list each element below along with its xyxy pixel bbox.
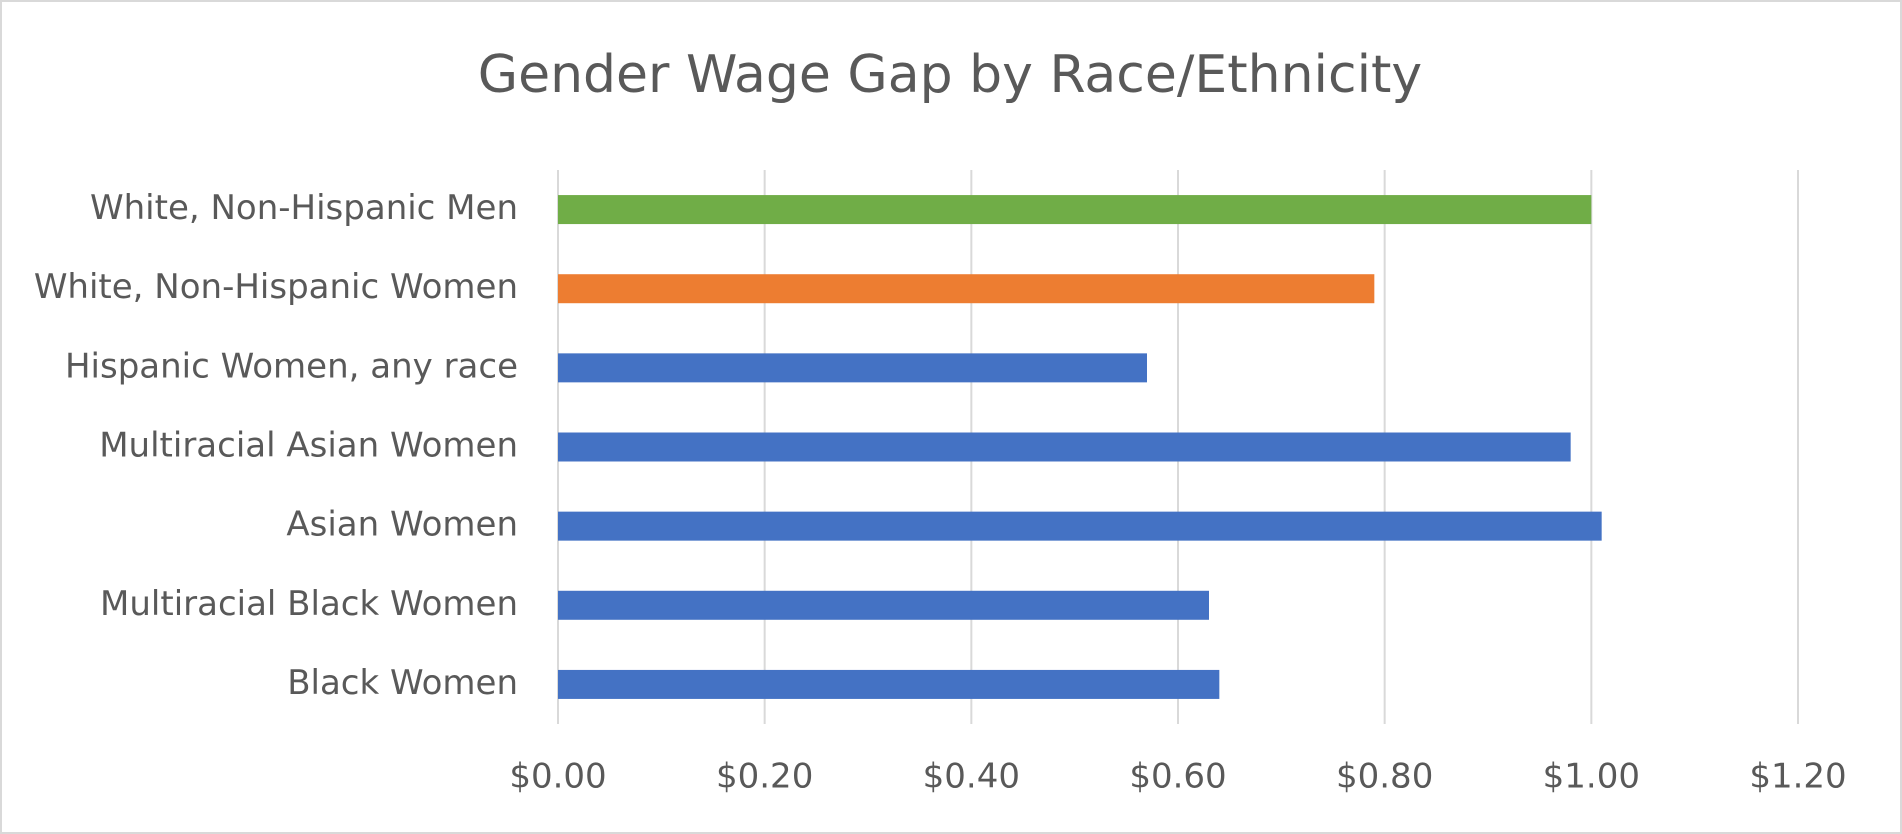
x-tick-label: $0.40: [923, 757, 1020, 797]
bar: [558, 511, 1602, 541]
y-tick-label: Asian Women: [286, 505, 518, 545]
y-tick-label: White, Non-Hispanic Men: [90, 188, 518, 228]
y-tick-label: Multiracial Black Women: [100, 584, 518, 624]
bar: [558, 432, 1571, 462]
bar: [558, 195, 1592, 225]
x-tick-label: $1.00: [1543, 757, 1640, 797]
x-tick-label: $0.20: [716, 757, 813, 797]
y-tick-label: Black Women: [287, 663, 518, 703]
y-tick-label: Hispanic Women, any race: [65, 346, 518, 386]
x-tick-label: $0.80: [1336, 757, 1433, 797]
bar: [558, 669, 1220, 699]
y-tick-label: Multiracial Asian Women: [99, 426, 518, 466]
bar: [558, 353, 1147, 383]
bar: [558, 274, 1375, 304]
bar: [558, 590, 1209, 620]
x-tick-label: $1.20: [1749, 757, 1846, 797]
x-tick-label: $0.60: [1129, 757, 1226, 797]
chart-title: Gender Wage Gap by Race/Ethnicity: [478, 45, 1422, 105]
y-tick-label: White, Non-Hispanic Women: [34, 267, 518, 307]
x-tick-label: $0.00: [509, 757, 606, 797]
